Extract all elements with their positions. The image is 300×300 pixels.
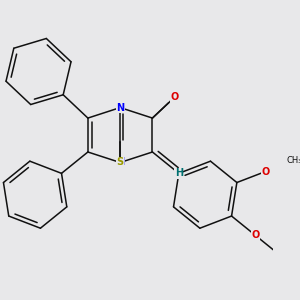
Text: H: H xyxy=(175,168,183,178)
Text: S: S xyxy=(117,158,124,167)
Text: O: O xyxy=(251,230,260,240)
Text: N: N xyxy=(116,158,124,167)
Text: CH₃: CH₃ xyxy=(286,156,300,165)
Text: N: N xyxy=(116,103,124,112)
Text: O: O xyxy=(261,167,269,177)
Text: O: O xyxy=(170,92,179,102)
